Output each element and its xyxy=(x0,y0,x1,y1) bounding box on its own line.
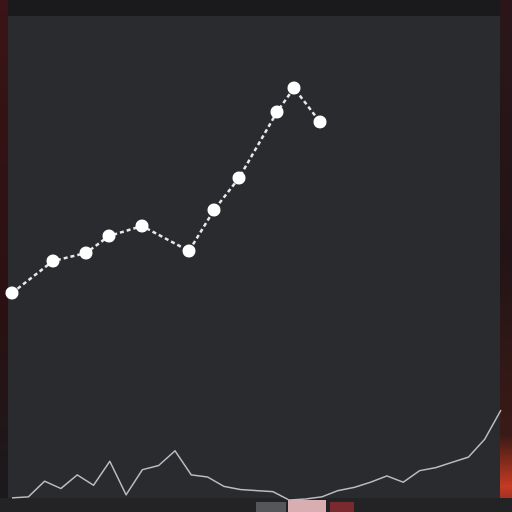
lower-series-line xyxy=(11,409,502,501)
upper-series-marker-4 xyxy=(135,219,149,233)
upper-series-marker-3 xyxy=(102,229,116,243)
top-strip xyxy=(0,0,512,16)
bottom-block-gray xyxy=(256,502,286,512)
upper-series-marker-7 xyxy=(232,171,246,185)
upper-series xyxy=(5,81,327,300)
left-edge-strip xyxy=(0,0,8,512)
lower-series xyxy=(11,409,502,501)
upper-series-marker-1 xyxy=(46,254,60,268)
bottom-strip xyxy=(0,498,512,512)
upper-series-marker-5 xyxy=(182,244,196,258)
upper-series-marker-0 xyxy=(5,286,19,300)
right-edge-strip xyxy=(500,0,512,512)
upper-series-marker-9 xyxy=(287,81,301,95)
bottom-block-red xyxy=(330,502,354,512)
upper-series-marker-2 xyxy=(79,246,93,260)
upper-series-marker-6 xyxy=(207,203,221,217)
upper-series-marker-8 xyxy=(270,105,284,119)
bottom-block-pink xyxy=(288,500,326,512)
upper-series-marker-10 xyxy=(313,115,327,129)
